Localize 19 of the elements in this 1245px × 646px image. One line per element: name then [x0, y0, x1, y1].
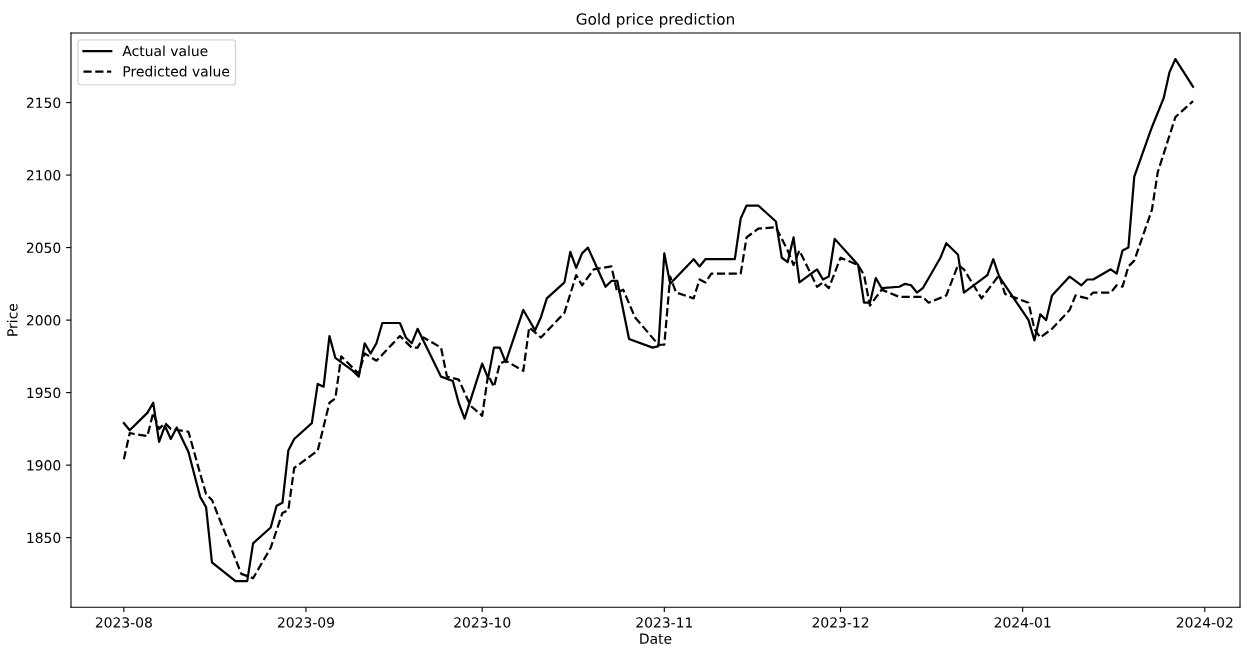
legend-label: Actual value: [122, 45, 208, 57]
y-tick-label: 1850: [27, 532, 61, 544]
x-tick-label: 2023-10: [454, 617, 511, 628]
x-tick-label: 2023-11: [636, 617, 693, 628]
y-tick-label: 2100: [26, 170, 61, 181]
x-tick-label: 2024-02: [1176, 617, 1233, 628]
x-axis-title: Date: [640, 633, 672, 644]
chart-title: Gold price prediction: [576, 13, 734, 28]
x-tick-label: 2023-09: [277, 617, 334, 628]
y-tick-label: 2050: [26, 242, 61, 254]
y-axis-title: Price: [6, 303, 18, 336]
y-tick-label: 1900: [27, 460, 61, 471]
legend-label: Predicted value: [123, 65, 230, 77]
y-tick-label: 1950: [27, 387, 61, 399]
x-tick-label: 2023-12: [812, 617, 869, 628]
x-tick-label: 2023-08: [95, 617, 152, 628]
x-tick-label: 2024-01: [994, 617, 1051, 628]
y-tick-label: 2000: [26, 315, 61, 326]
y-tick-label: 2150: [26, 97, 61, 109]
